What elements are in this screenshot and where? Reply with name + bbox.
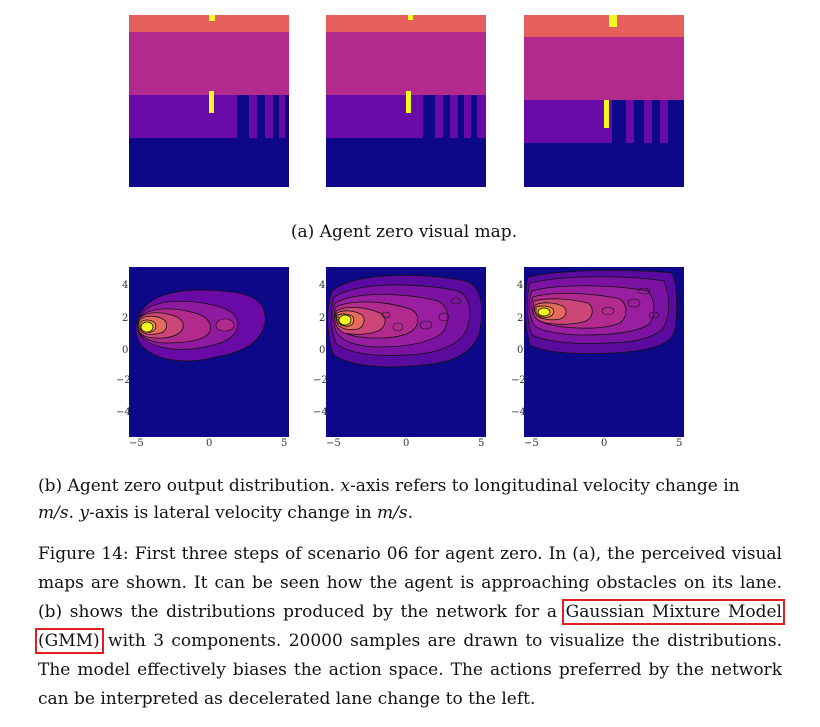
contour-peak: [140, 321, 154, 333]
y-tick-label: −2: [511, 375, 526, 386]
visual-map-3: [524, 15, 684, 187]
map-band-magenta: [129, 32, 289, 95]
agent-marker-top: [209, 15, 215, 21]
x-tick-label: 0: [206, 438, 213, 449]
y-tick-label: 4: [517, 280, 524, 291]
y-tick-label: 2: [517, 313, 524, 324]
x-tick-label: −5: [326, 438, 341, 449]
map-band-red: [129, 15, 289, 32]
y-tick-label: 0: [517, 345, 524, 356]
visual-map-2: [326, 15, 486, 187]
highlighted-term: Gaussian Mixture Model (GMM): [35, 599, 785, 654]
distribution-plot-3: 4 2 0 −2 −4 −5 0 5: [511, 267, 684, 449]
agent-marker-top: [408, 15, 413, 20]
caption-a: (a) Agent zero visual map.: [290, 222, 518, 242]
caption-b: (b) Agent zero output distribution. x-ax…: [38, 476, 740, 523]
distribution-plot-1: 4 2 0 −2 −4 −5 0 5: [116, 267, 289, 449]
map-obstacles: [423, 95, 486, 138]
contour-peak: [338, 314, 352, 326]
x-tick-label: 0: [403, 438, 410, 449]
map-band-navy: [326, 138, 486, 187]
y-tick-label: 2: [319, 313, 326, 324]
distribution-plot-2: 4 2 0 −2 −4 −5 0 5: [313, 267, 486, 449]
x-tick-label: 0: [601, 438, 608, 449]
map-obstacles: [612, 100, 684, 143]
map-band-navy: [524, 143, 684, 187]
y-tick-label: 0: [319, 345, 326, 356]
agent-marker: [406, 91, 411, 113]
map-band-navy: [129, 138, 289, 187]
y-tick-label: 4: [122, 280, 129, 291]
map-band-red: [524, 15, 684, 37]
x-tick-label: 5: [478, 438, 485, 449]
map-obstacles: [237, 95, 289, 138]
visual-map-1: [129, 15, 289, 187]
x-tick-label: −5: [129, 438, 144, 449]
y-tick-label: −4: [511, 407, 526, 418]
y-tick-label: 4: [319, 280, 326, 291]
y-tick-label: −2: [116, 375, 131, 386]
map-band-magenta: [524, 37, 684, 100]
y-tick-label: −4: [116, 407, 131, 418]
y-tick-label: 2: [122, 313, 129, 324]
figure-caption: Figure 14: First three steps of scenario…: [35, 540, 785, 714]
agent-marker: [209, 91, 214, 113]
x-tick-label: −5: [524, 438, 539, 449]
map-band-red: [326, 15, 486, 32]
agent-marker: [604, 100, 609, 128]
figure-caption-text: Figure 14: First three steps of scenario…: [38, 544, 782, 622]
agent-marker-top: [609, 15, 617, 27]
x-tick-label: 5: [676, 438, 683, 449]
x-tick-label: 5: [281, 438, 288, 449]
y-tick-label: 0: [122, 345, 129, 356]
y-tick-label: −4: [313, 407, 328, 418]
map-band-magenta: [326, 32, 486, 95]
y-tick-label: −2: [313, 375, 328, 386]
contour-peak: [537, 307, 551, 317]
figure-caption-text: with 3 components. 20000 samples are dra…: [38, 631, 782, 709]
